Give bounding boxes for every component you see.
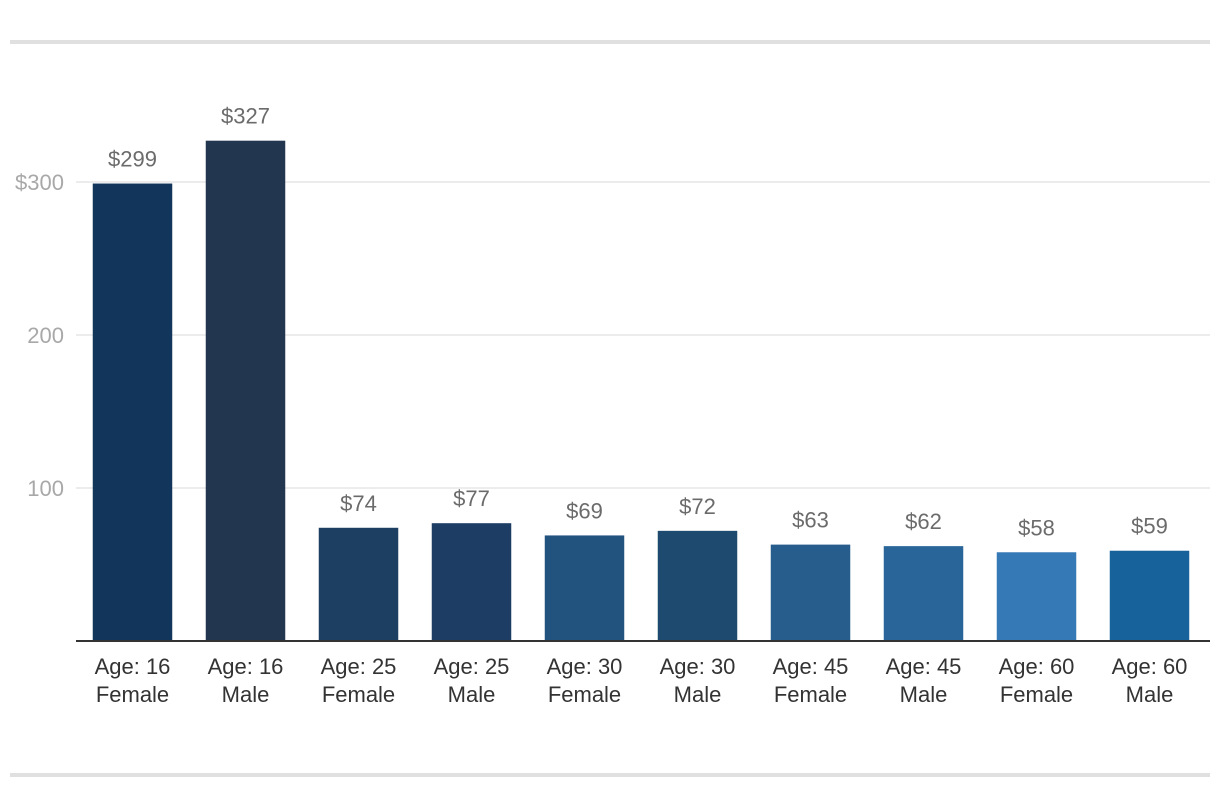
bar: [1109, 550, 1190, 641]
x-tick-label-sex: Female: [96, 682, 169, 707]
bar: [205, 140, 286, 641]
data-label: $77: [453, 486, 490, 511]
x-tick-label-sex: Male: [900, 682, 948, 707]
top-divider: [10, 40, 1210, 44]
x-tick-label-sex: Female: [548, 682, 621, 707]
bar: [318, 527, 399, 641]
data-label: $299: [108, 147, 157, 172]
data-label: $327: [221, 104, 270, 129]
bottom-divider: [10, 773, 1210, 777]
x-tick-label-sex: Male: [674, 682, 722, 707]
y-tick-label: 100: [27, 476, 64, 501]
bar: [883, 546, 964, 641]
data-label: $62: [905, 509, 942, 534]
bar: [92, 183, 173, 641]
x-tick-label-sex: Male: [1126, 682, 1174, 707]
x-tick-label-age: Age: 60: [1112, 654, 1188, 679]
x-tick-label-sex: Female: [774, 682, 847, 707]
data-label: $69: [566, 498, 603, 523]
x-tick-label-sex: Female: [322, 682, 395, 707]
data-label: $59: [1131, 514, 1168, 539]
bar: [770, 544, 851, 641]
y-tick-label: 200: [27, 323, 64, 348]
bar: [431, 523, 512, 641]
x-tick-label-age: Age: 30: [660, 654, 736, 679]
x-tick-label-sex: Male: [448, 682, 496, 707]
x-tick-label-age: Age: 25: [434, 654, 510, 679]
bar: [544, 535, 625, 641]
bar: [996, 552, 1077, 641]
data-label: $58: [1018, 515, 1055, 540]
x-tick-label-age: Age: 16: [208, 654, 284, 679]
data-label: $63: [792, 508, 829, 533]
x-tick-label-age: Age: 30: [547, 654, 623, 679]
x-tick-label-age: Age: 45: [886, 654, 962, 679]
x-tick-label-sex: Male: [222, 682, 270, 707]
x-tick-label-age: Age: 45: [773, 654, 849, 679]
x-tick-label-age: Age: 60: [999, 654, 1075, 679]
x-tick-label-age: Age: 16: [95, 654, 171, 679]
x-tick-label-age: Age: 25: [321, 654, 397, 679]
data-label: $72: [679, 494, 716, 519]
x-tick-label-sex: Female: [1000, 682, 1073, 707]
data-label: $74: [340, 491, 377, 516]
y-tick-label: $300: [15, 170, 64, 195]
bar: [657, 530, 738, 641]
